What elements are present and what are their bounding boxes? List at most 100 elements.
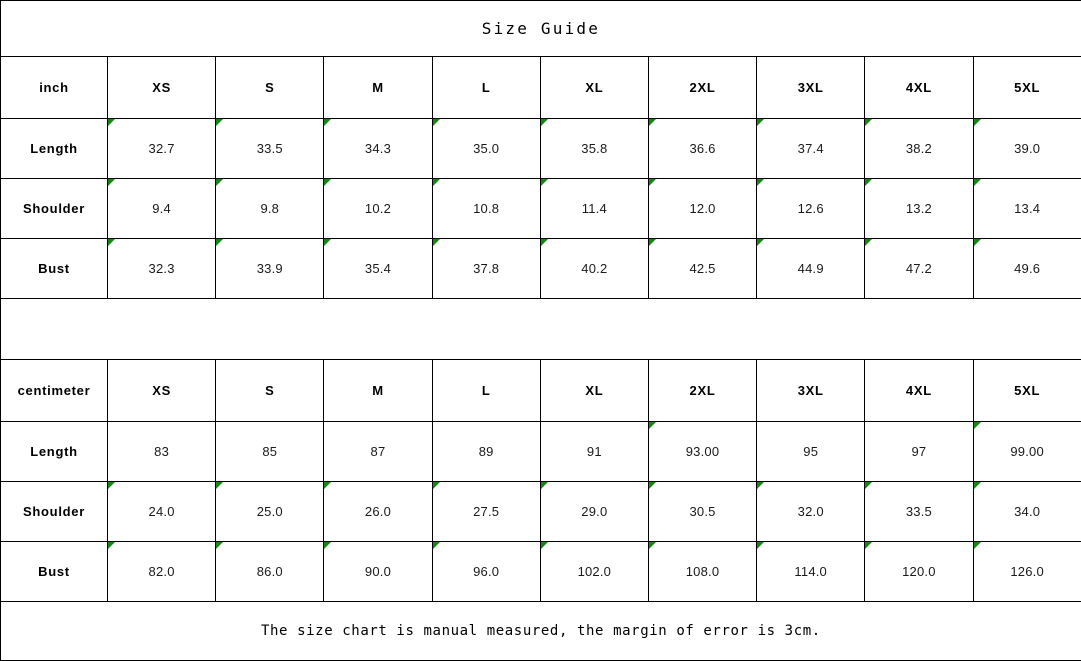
cell-corner-marker-icon (865, 239, 873, 246)
measurement-cell: 47.2 (864, 238, 974, 299)
cell-corner-marker-icon (108, 179, 115, 186)
cell-corner-marker-icon (324, 119, 332, 126)
cell-corner-marker-icon (648, 239, 656, 246)
cell-corner-marker-icon (865, 542, 873, 549)
cell-corner-marker-icon (973, 239, 981, 246)
row-label-length: Length (0, 118, 108, 179)
measurement-cell: 89 (431, 421, 541, 482)
measurement-cell: 12.0 (647, 178, 758, 239)
size-header-xl: XL (539, 359, 649, 422)
measurement-cell: 49.6 (972, 238, 1081, 299)
cell-corner-marker-icon (865, 179, 873, 186)
cell-corner-marker-icon (216, 239, 224, 246)
cell-corner-marker-icon (757, 482, 765, 489)
table-row: Length 83 85 87 89 91 93.00 95 97 99.00 (0, 421, 1081, 482)
cell-corner-marker-icon (432, 239, 440, 246)
measurement-cell: 34.3 (323, 118, 433, 179)
measurement-cell: 29.0 (539, 481, 649, 542)
cell-corner-marker-icon (540, 239, 548, 246)
cell-corner-marker-icon (432, 482, 440, 489)
size-header-xl: XL (539, 56, 649, 119)
table-row: Bust 82.0 86.0 90.0 96.0 102.0 108.0 114.0 120.0… (0, 541, 1081, 602)
size-header-s: S (215, 359, 325, 422)
measurement-cell: 35.8 (539, 118, 649, 179)
measurement-cell: 87 (323, 421, 433, 482)
cell-corner-marker-icon (432, 179, 440, 186)
measurement-cell: 99.00 (972, 421, 1081, 482)
measurement-cell: 27.5 (431, 481, 541, 542)
row-label-shoulder: Shoulder (0, 481, 108, 542)
size-header-4xl: 4XL (864, 56, 974, 119)
cell-corner-marker-icon (973, 482, 981, 489)
footer-row: The size chart is manual measured, the m… (0, 601, 1081, 661)
table-spacer-cell (0, 298, 1081, 360)
measurement-cell: 12.6 (756, 178, 866, 239)
measurement-cell: 120.0 (864, 541, 974, 602)
measurement-cell: 10.8 (431, 178, 541, 239)
size-header-s: S (215, 56, 325, 119)
cell-corner-marker-icon (108, 239, 115, 246)
size-header-l: L (431, 56, 541, 119)
cell-corner-marker-icon (648, 179, 656, 186)
size-header-m: M (323, 359, 433, 422)
table-spacer-row (0, 298, 1081, 360)
cell-corner-marker-icon (540, 482, 548, 489)
row-label-bust: Bust (0, 541, 108, 602)
cell-corner-marker-icon (324, 179, 332, 186)
cell-corner-marker-icon (432, 542, 440, 549)
cell-corner-marker-icon (216, 179, 224, 186)
measurement-cell: 30.5 (647, 481, 758, 542)
size-header-xs: XS (106, 359, 217, 422)
row-label-bust: Bust (0, 238, 108, 299)
cell-corner-marker-icon (324, 482, 332, 489)
measurement-cell: 108.0 (647, 541, 758, 602)
measurement-cell: 86.0 (215, 541, 325, 602)
measurement-cell: 25.0 (215, 481, 325, 542)
measurement-cell: 37.8 (431, 238, 541, 299)
measurement-cell: 35.4 (323, 238, 433, 299)
measurement-cell: 42.5 (647, 238, 758, 299)
cell-corner-marker-icon (973, 179, 981, 186)
measurement-cell: 90.0 (323, 541, 433, 602)
size-header-m: M (323, 56, 433, 119)
footer-note: The size chart is manual measured, the m… (0, 601, 1081, 661)
measurement-cell: 93.00 (647, 421, 758, 482)
row-label-length: Length (0, 421, 108, 482)
cell-corner-marker-icon (757, 119, 765, 126)
size-header-xs: XS (106, 56, 217, 119)
measurement-cell: 35.0 (431, 118, 541, 179)
cell-corner-marker-icon (973, 542, 981, 549)
unit-label-centimeter: centimeter (0, 359, 108, 422)
size-header-5xl: 5XL (972, 56, 1081, 119)
measurement-cell: 33.5 (215, 118, 325, 179)
measurement-cell: 11.4 (539, 178, 649, 239)
table-header-row: inch XS S M L XL 2XL 3XL 4XL 5XL (0, 56, 1081, 119)
cell-corner-marker-icon (216, 482, 224, 489)
size-header-5xl: 5XL (972, 359, 1081, 422)
cell-corner-marker-icon (216, 119, 224, 126)
cell-corner-marker-icon (432, 119, 440, 126)
measurement-cell: 114.0 (756, 541, 866, 602)
size-header-l: L (431, 359, 541, 422)
measurement-cell: 33.5 (864, 481, 974, 542)
row-label-shoulder: Shoulder (0, 178, 108, 239)
measurement-cell: 39.0 (972, 118, 1081, 179)
table-row: Bust 32.3 33.9 35.4 37.8 40.2 42.5 44.9 47.2 49.6 (0, 238, 1081, 299)
measurement-cell: 126.0 (972, 541, 1081, 602)
measurement-cell: 9.4 (106, 178, 217, 239)
cell-corner-marker-icon (973, 119, 981, 126)
measurement-cell: 83 (106, 421, 217, 482)
measurement-cell: 95 (756, 421, 866, 482)
measurement-cell: 37.4 (756, 118, 866, 179)
size-header-2xl: 2XL (647, 56, 758, 119)
size-header-3xl: 3XL (756, 359, 866, 422)
cell-corner-marker-icon (973, 422, 981, 429)
cell-corner-marker-icon (216, 542, 224, 549)
table-row: Shoulder 24.0 25.0 26.0 27.5 29.0 30.5 32.0 33.5… (0, 481, 1081, 542)
measurement-cell: 82.0 (106, 541, 217, 602)
measurement-cell: 33.9 (215, 238, 325, 299)
measurement-cell: 85 (215, 421, 325, 482)
cell-corner-marker-icon (865, 119, 873, 126)
